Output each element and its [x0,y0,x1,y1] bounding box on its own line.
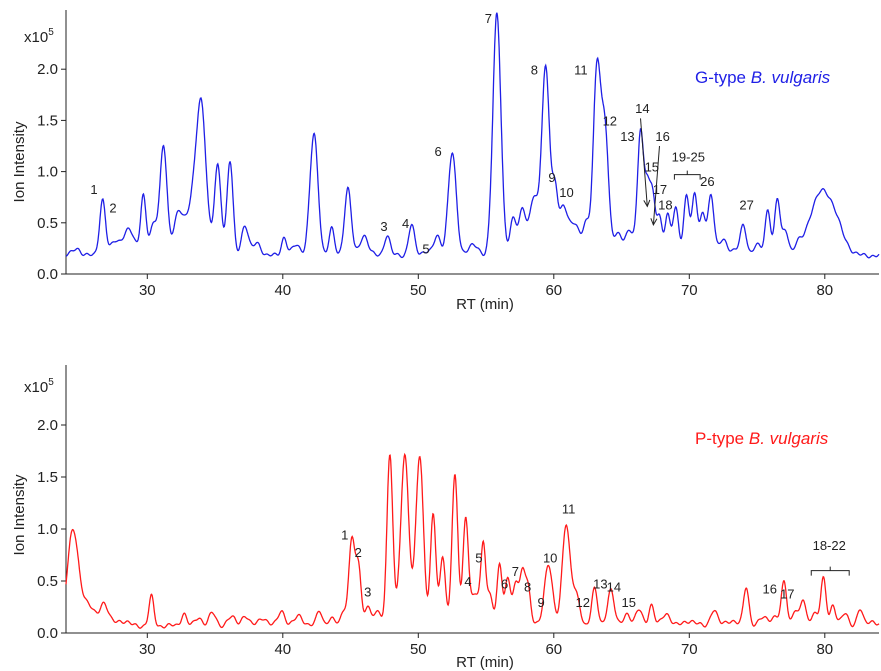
peak-label: 11 [574,62,588,77]
peak-label: 5 [475,550,482,565]
peak-group-bracket [673,170,701,180]
axes: 30 40 50 60 70 80 0.0 0.5 1.0 1.5 2.0 [37,10,879,299]
y-tick-label: 0.0 [37,266,58,283]
x-tick-label: 50 [410,282,427,299]
y-tick-label: 1.5 [37,469,58,486]
x-axis-label: RT (min) [456,654,514,671]
peak-label: 18 [658,197,672,212]
x-tick-label: 50 [410,641,427,658]
x-tick-label: 40 [274,282,291,299]
arrow-head [643,199,651,208]
y-tick-label: 1.0 [37,164,58,181]
y-tick-label: 1.0 [37,521,58,538]
peak-label: 9 [548,170,555,185]
peak-label: 8 [524,579,531,594]
x-tick-label: 70 [681,282,698,299]
y-tick-label: 1.5 [37,112,58,129]
peak-label: 11 [562,501,576,516]
peak-label: 26 [700,174,714,189]
x-tick-label: 80 [816,282,833,299]
peak-label: 12 [603,114,617,129]
peak-label: 15 [645,160,659,175]
peak-label: 4 [464,574,471,589]
y-tick-label: 2.0 [37,61,58,78]
peak-label: 7 [485,11,492,26]
chromatogram-trace [65,12,880,259]
y-tick-label: 2.0 [37,417,58,434]
annotation-arrow [640,118,648,207]
g-type-chromatogram-panel: x105 Ion Intensity RT (min) G-type B. vu… [11,10,880,313]
x-tick-label: 60 [545,641,562,658]
peak-group-bracket [810,566,850,576]
peak-label: 5 [422,242,429,257]
peak-label: 1 [341,527,348,542]
peak-label: 3 [364,585,371,600]
scale-factor-label: x105 [24,377,54,396]
x-tick-label: 60 [545,282,562,299]
x-tick-label: 30 [139,641,156,658]
x-tick-label: 30 [139,282,156,299]
y-tick-label: 0.5 [37,573,58,590]
peak-label: 19-25 [672,149,705,164]
peak-label: 17 [780,587,794,602]
y-axis-label: Ion Intensity [11,474,28,555]
peak-label: 6 [501,576,508,591]
peak-label: 16 [762,581,776,596]
peak-label: 7 [512,564,519,579]
peak-label: 14 [607,579,621,594]
peak-label: 3 [380,219,387,234]
peak-label: 9 [538,595,545,610]
chromatogram-trace [65,452,880,629]
chart-title: P-type B. vulgaris [695,429,829,448]
peak-label: 13 [593,576,607,591]
x-axis-label: RT (min) [456,296,514,313]
peak-label: 10 [543,550,557,565]
peak-label: 6 [435,144,442,159]
peak-label: 4 [402,216,409,231]
peak-label: 15 [622,595,636,610]
arrow-head [650,218,658,226]
peak-label: 13 [620,129,634,144]
peak-label: 16 [655,129,669,144]
y-tick-label: 0.0 [37,625,58,642]
peak-label: 18-22 [813,538,846,553]
axes: 30 40 50 60 70 80 0.0 0.5 1.0 1.5 2.0 [37,365,879,658]
y-axis-label: Ion Intensity [11,121,28,202]
peak-label: 8 [531,62,538,77]
y-tick-label: 0.5 [37,215,58,232]
peak-label: 2 [355,545,362,560]
peak-label: 17 [653,182,667,197]
chart-title: G-type B. vulgaris [695,68,831,87]
peak-label: 12 [575,595,589,610]
peak-label: 10 [559,185,573,200]
peak-label: 2 [109,201,116,216]
x-tick-label: 70 [681,641,698,658]
x-tick-label: 40 [274,641,291,658]
p-type-chromatogram-panel: x105 Ion Intensity RT (min) P-type B. vu… [11,365,880,671]
x-tick-label: 80 [816,641,833,658]
peak-label: 1 [90,182,97,197]
scale-factor-label: x105 [24,27,54,46]
annotation-arrow [652,145,660,225]
peak-label: 27 [739,197,753,212]
peak-label: 14 [635,101,649,116]
